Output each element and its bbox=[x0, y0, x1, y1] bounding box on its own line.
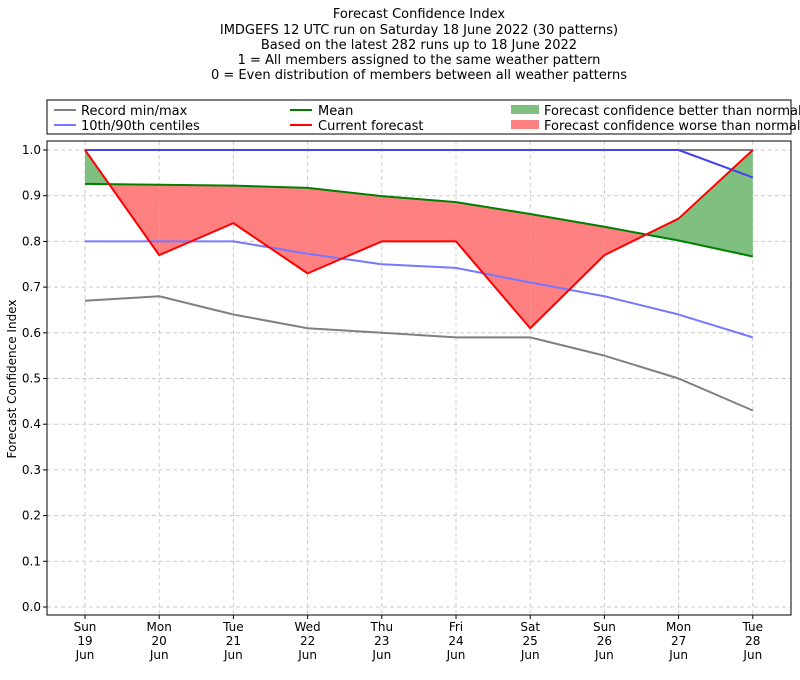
worse-than-normal-area bbox=[604, 226, 647, 256]
x-tick-label: Mon bbox=[147, 620, 172, 634]
fill-layer bbox=[85, 150, 753, 329]
legend-better-label: Forecast confidence better than normal bbox=[544, 104, 800, 119]
chart-title: Forecast Confidence Index IMDGEFS 12 UTC… bbox=[211, 7, 627, 83]
y-ticks: 0.0 0.1 0.2 0.3 0.4 0.5 0.6 0.7 0.8 0.9 1.0 bbox=[22, 143, 47, 614]
y-tick-label: 0.9 bbox=[22, 189, 41, 203]
x-tick-label: Mon bbox=[666, 620, 691, 634]
x-tick-label: 25 bbox=[523, 634, 538, 648]
x-tick-label: 24 bbox=[448, 634, 463, 648]
x-tick-label: 28 bbox=[745, 634, 760, 648]
title-line-1: Forecast Confidence Index bbox=[333, 7, 505, 22]
y-tick-label: 0.7 bbox=[22, 280, 41, 294]
x-tick-label: Sun bbox=[593, 620, 616, 634]
y-axis-label: Forecast Confidence Index bbox=[5, 300, 19, 459]
y-tick-label: 0.3 bbox=[22, 463, 41, 477]
better-than-normal-area bbox=[678, 150, 753, 257]
x-tick-label: Jun bbox=[371, 648, 391, 662]
title-line-2: IMDGEFS 12 UTC run on Saturday 18 June 2… bbox=[220, 23, 618, 38]
x-tick-label: Jun bbox=[594, 648, 614, 662]
x-tick-label: 22 bbox=[300, 634, 315, 648]
worse-than-normal-area bbox=[381, 196, 456, 242]
x-ticks: Sun19JunMon20JunTue21JunWed22JunThu23Jun… bbox=[74, 615, 763, 662]
x-tick-label: Jun bbox=[223, 648, 243, 662]
series-line-p90 bbox=[85, 149, 754, 179]
legend-better-swatch bbox=[511, 105, 539, 114]
x-tick-label: Jun bbox=[520, 648, 540, 662]
x-tick-label: Tue bbox=[222, 620, 244, 634]
y-tick-label: 0.5 bbox=[22, 372, 41, 386]
legend-record-label: Record min/max bbox=[81, 104, 188, 119]
y-tick-label: 0.1 bbox=[22, 554, 41, 568]
series-line-current bbox=[84, 149, 754, 330]
series-line-record-min bbox=[84, 295, 754, 412]
x-tick-label: 27 bbox=[671, 634, 686, 648]
series-line-p10 bbox=[85, 240, 754, 339]
y-tick-label: 0.6 bbox=[22, 326, 41, 340]
y-tick-label: 0.4 bbox=[22, 417, 41, 431]
x-tick-label: Fri bbox=[449, 620, 463, 634]
worse-than-normal-area bbox=[307, 187, 382, 274]
legend-worse-label: Forecast confidence worse than normal bbox=[544, 119, 800, 134]
x-tick-label: Jun bbox=[297, 648, 317, 662]
x-tick-label: Jun bbox=[446, 648, 466, 662]
x-tick-label: Sat bbox=[520, 620, 540, 634]
x-tick-label: Sun bbox=[74, 620, 97, 634]
x-tick-label: Jun bbox=[149, 648, 169, 662]
x-tick-label: Tue bbox=[742, 620, 764, 634]
legend-worse-swatch bbox=[511, 120, 539, 129]
line-layer bbox=[84, 149, 754, 412]
legend-box bbox=[46, 99, 792, 135]
legend-centiles-label: 10th/90th centiles bbox=[81, 119, 200, 134]
worse-than-normal-area bbox=[159, 184, 234, 256]
title-line-4: 1 = All members assigned to the same wea… bbox=[238, 53, 601, 68]
series-line-mean bbox=[84, 182, 754, 258]
x-tick-label: 21 bbox=[226, 634, 241, 648]
y-tick-label: 0.2 bbox=[22, 509, 41, 523]
y-tick-label: 0.0 bbox=[22, 600, 41, 614]
x-tick-label: Jun bbox=[75, 648, 95, 662]
title-line-5: 0 = Even distribution of members between… bbox=[211, 68, 627, 83]
title-line-3: Based on the latest 282 runs up to 18 Ju… bbox=[261, 38, 577, 53]
x-tick-label: Thu bbox=[370, 620, 394, 634]
x-tick-label: Jun bbox=[742, 648, 762, 662]
worse-than-normal-area bbox=[530, 213, 605, 329]
y-tick-label: 1.0 bbox=[22, 143, 41, 157]
legend-mean-label: Mean bbox=[318, 104, 353, 119]
x-tick-label: Jun bbox=[668, 648, 688, 662]
y-tick-label: 0.8 bbox=[22, 234, 41, 248]
x-tick-label: 23 bbox=[374, 634, 389, 648]
worse-than-normal-area bbox=[456, 202, 531, 329]
legend-current-label: Current forecast bbox=[318, 119, 424, 134]
x-tick-label: 19 bbox=[77, 634, 92, 648]
x-tick-label: 26 bbox=[597, 634, 612, 648]
x-tick-label: 20 bbox=[152, 634, 167, 648]
legend: Record min/max 10th/90th centiles Mean C… bbox=[46, 99, 800, 135]
x-tick-label: Wed bbox=[295, 620, 321, 634]
